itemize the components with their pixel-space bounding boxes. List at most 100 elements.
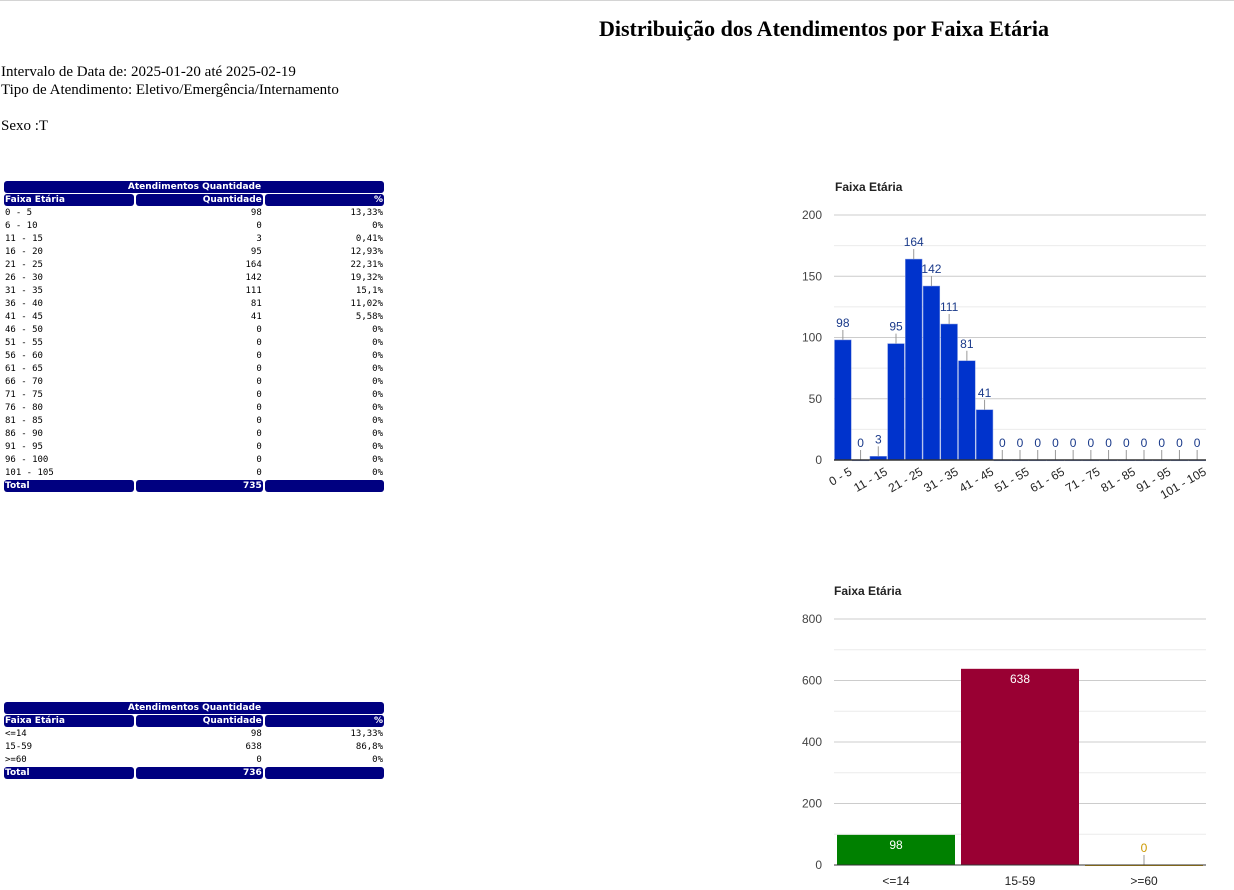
table-row: 41 - 45 41 5,58% [4,311,384,323]
cell-quantity: 0 [256,390,262,400]
cell-percent: 86,8% [355,742,383,752]
cell-percent: 0% [372,351,383,361]
cell-quantity: 0 [256,429,262,439]
x-tick-label: 31 - 35 [921,464,961,495]
cell-percent: 0% [372,455,383,465]
x-tick-label: 71 - 75 [1063,464,1103,495]
table-row: 11 - 15 3 0,41% [4,233,384,245]
data-label: 0 [1034,436,1041,450]
cell-quantity: 98 [250,208,262,218]
cell-quantity: 638 [245,742,262,752]
column-header-quantity: Quantidade [136,715,263,727]
data-label: 0 [999,436,1006,450]
cell-age-range: 11 - 15 [5,234,43,244]
column-header-age-range: Faixa Etária [4,194,135,206]
y-tick-label: 600 [802,674,822,688]
data-label: 0 [1141,436,1148,450]
column-header-quantity: Quantidade [136,194,263,206]
y-tick-label: 200 [802,797,822,811]
x-tick-label: 11 - 15 [851,464,890,495]
cell-percent: 0% [372,364,383,374]
table-row: 36 - 40 81 11,02% [4,298,384,310]
y-tick-label: 400 [802,735,822,749]
cell-age-range: <=14 [5,729,27,739]
bar [834,339,852,461]
age-range-table: Atendimentos Quantidade Faixa Etária Qua… [2,180,386,493]
data-label: 0 [1105,436,1112,450]
cell-age-range: 41 - 45 [5,312,43,322]
age-group-bar-chart: Faixa Etária 0 200 400 600 800 98 <=14 638 15-59… [802,584,1206,887]
cell-quantity: 0 [256,455,262,465]
column-header-age-range: Faixa Etária [4,715,135,727]
cell-percent: 0% [372,338,383,348]
column-header-percent: % [264,194,384,206]
total-label: Total [4,480,135,492]
cell-percent: 22,31% [350,260,383,270]
table-row: <=14 98 13,33% [4,728,384,740]
cell-percent: 13,33% [350,729,383,739]
data-label: 41 [978,386,992,400]
table-row: 26 - 30 142 19,32% [4,272,384,284]
table-row: 6 - 10 0 0% [4,220,384,232]
cell-age-range: 86 - 90 [5,429,43,439]
x-tick-label: <=14 [882,874,910,887]
cell-age-range: 91 - 95 [5,442,43,452]
cell-age-range: 31 - 35 [5,286,43,296]
report-title: Distribuição dos Atendimentos por Faixa … [598,16,1049,41]
data-label: 0 [1141,841,1148,855]
cell-age-range: 81 - 85 [5,416,43,426]
x-tick-label: 41 - 45 [957,464,997,495]
cell-percent: 11,02% [350,299,383,309]
y-tick-label: 50 [809,392,823,406]
cell-quantity: 164 [245,260,262,270]
x-tick-label: 81 - 85 [1098,464,1138,495]
cell-quantity: 0 [256,364,262,374]
total-percent [264,767,384,779]
top-border [0,0,1234,1]
cell-quantity: 81 [250,299,262,309]
data-label: 638 [1010,672,1030,686]
cell-age-range: 71 - 75 [5,390,43,400]
y-tick-label: 800 [802,612,822,626]
y-tick-label: 0 [815,858,822,872]
cell-age-range: 61 - 65 [5,364,43,374]
data-label: 0 [1070,436,1077,450]
table-row: 61 - 65 0 0% [4,363,384,375]
data-label: 3 [875,432,882,446]
x-tick-label: 0 - 5 [827,464,855,488]
data-label: 0 [1176,436,1183,450]
total-value: 735 [136,480,263,492]
table-row: 15-59 638 86,8% [4,741,384,753]
cell-quantity: 0 [256,351,262,361]
x-tick-label: 15-59 [1005,874,1036,887]
cell-quantity: 0 [256,442,262,452]
data-label: 0 [1052,436,1059,450]
cell-quantity: 0 [256,755,262,765]
bar [958,360,976,461]
cell-percent: 12,93% [350,247,383,257]
total-label: Total [4,767,135,779]
sex-text: Sexo :T [1,118,49,134]
table-row: 101 - 105 0 0% [4,467,384,479]
table-row: 51 - 55 0 0% [4,337,384,349]
cell-age-range: 46 - 50 [5,325,43,335]
table-row: 31 - 35 111 15,1% [4,285,384,297]
data-label: 142 [921,262,941,276]
cell-quantity: 98 [250,729,262,739]
cell-percent: 15,1% [355,286,383,296]
table-row: 96 - 100 0 0% [4,454,384,466]
data-label: 0 [857,436,864,450]
y-tick-label: 200 [802,208,822,222]
cell-quantity: 0 [256,325,262,335]
cell-percent: 0% [372,390,383,400]
bar [975,409,994,461]
data-label: 0 [1088,436,1095,450]
data-label: 111 [940,300,959,314]
bar [837,834,955,865]
cell-quantity: 3 [256,234,262,244]
cell-quantity: 0 [256,338,262,348]
cell-percent: 0% [372,429,383,439]
cell-age-range: 6 - 10 [5,221,38,231]
table-row: 86 - 90 0 0% [4,428,384,440]
